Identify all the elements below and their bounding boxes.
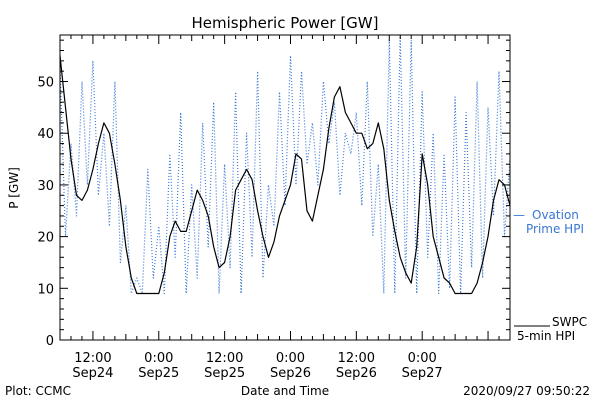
x-tick-label-time: 12:00	[338, 351, 375, 366]
x-tick-label-date: Sep26	[270, 366, 311, 381]
plot-credit: Plot: CCMC	[5, 384, 71, 398]
legend-ovation-label-2: Prime HPI	[526, 222, 584, 236]
plot-frame	[59, 34, 511, 341]
y-tick-label: 40	[37, 127, 54, 142]
x-axis-label: Date and Time	[241, 384, 329, 398]
legend-ovation-dash: —	[513, 208, 525, 222]
x-axis: 12:00Sep240:00Sep2512:00Sep250:00Sep2612…	[59, 35, 511, 381]
y-tick-label: 0	[46, 334, 54, 349]
x-tick-label-date: Sep25	[204, 366, 245, 381]
x-tick-label-date: Sep25	[138, 366, 179, 381]
y-tick-label: 50	[37, 76, 54, 91]
x-tick-label-date: Sep26	[336, 366, 377, 381]
x-tick-label-time: 0:00	[276, 351, 305, 366]
chart-title: Hemispheric Power [GW]	[192, 14, 379, 32]
y-tick-label: 10	[37, 282, 54, 297]
y-tick-label: 30	[37, 179, 54, 194]
y-axis-label: P [GW]	[7, 167, 21, 209]
y-tick-label: 20	[37, 231, 54, 246]
plot-layer	[59, 34, 511, 295]
legend-swpc-label-2: 5-min HPI	[517, 329, 575, 343]
x-tick-label-time: 12:00	[206, 351, 243, 366]
x-tick-label-time: 0:00	[408, 351, 437, 366]
legend-ovation-label-1: Ovation	[532, 208, 579, 222]
legend-swpc-label-1: SWPC	[552, 315, 587, 329]
y-axis: 0 10 20 30 40 50	[37, 39, 510, 349]
x-tick-label-date: Sep24	[72, 366, 113, 381]
x-tick-label-date: Sep27	[402, 366, 443, 381]
series-line-swpc-5-min-hpi	[59, 55, 511, 295]
x-tick-label-time: 0:00	[144, 351, 173, 366]
plot-timestamp: 2020/09/27 09:50:22	[463, 384, 590, 398]
x-tick-label-time: 12:00	[74, 351, 111, 366]
